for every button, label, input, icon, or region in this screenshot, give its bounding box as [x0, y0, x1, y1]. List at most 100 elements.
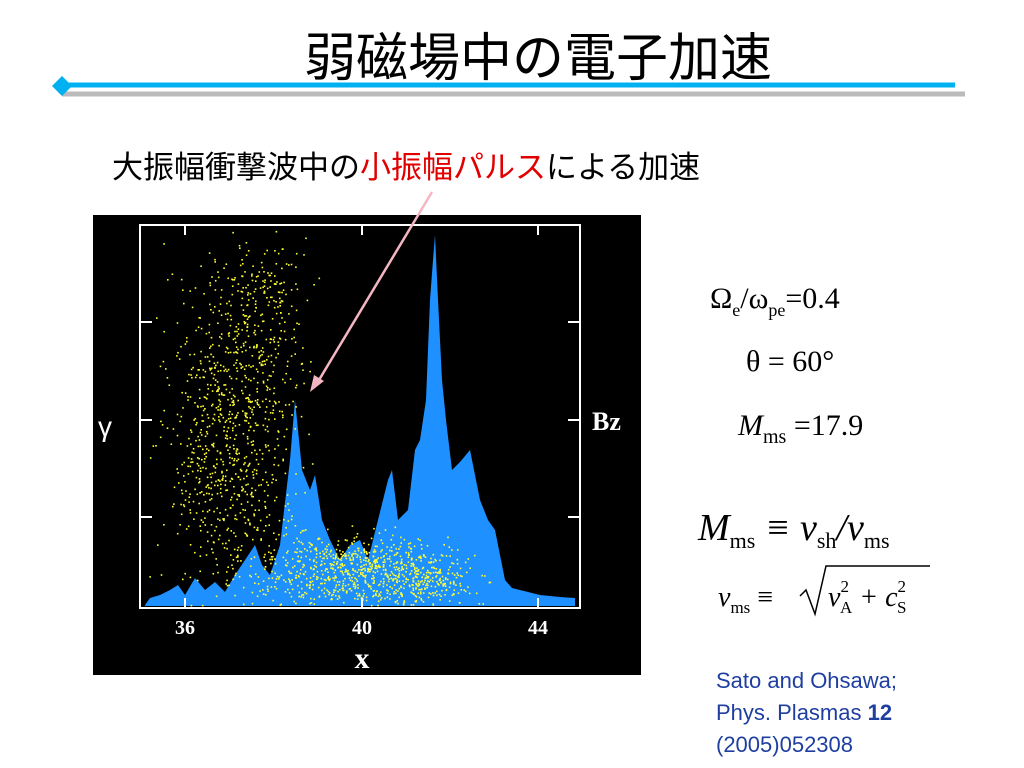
scatter-dot	[219, 519, 221, 522]
scatter-dot	[435, 560, 437, 562]
scatter-dot	[279, 283, 281, 285]
scatter-dot	[350, 590, 353, 592]
scatter-dot	[397, 568, 399, 571]
scatter-dot	[191, 376, 193, 379]
scatter-dot	[398, 596, 400, 599]
scatter-dot	[464, 561, 467, 564]
scatter-dot	[198, 388, 201, 391]
scatter-dot	[290, 305, 293, 308]
scatter-dot	[235, 377, 238, 380]
scatter-dot	[326, 545, 328, 548]
scatter-dot	[242, 392, 244, 395]
scatter-dot	[420, 544, 423, 546]
scatter-dot	[268, 449, 270, 452]
scatter-dot	[389, 598, 391, 600]
scatter-dot	[208, 360, 211, 363]
scatter-dot	[199, 570, 201, 573]
scatter-dot	[435, 590, 438, 593]
scatter-dot	[342, 565, 344, 567]
scatter-dot	[279, 301, 282, 304]
scatter-dot	[382, 582, 385, 585]
scatter-dot	[262, 479, 264, 481]
scatter-dot	[195, 512, 198, 514]
scatter-dot	[168, 384, 171, 386]
scatter-dot	[190, 461, 192, 464]
scatter-dot	[457, 574, 459, 576]
scatter-dot	[398, 548, 400, 550]
scatter-dot	[205, 332, 208, 335]
scatter-dot	[344, 553, 346, 555]
scatter-dot	[429, 579, 432, 581]
scatter-dot	[217, 276, 220, 279]
scatter-dot	[241, 389, 243, 392]
scatter-dot	[432, 566, 435, 569]
scatter-dot	[382, 561, 384, 563]
symbol: /v	[834, 507, 864, 549]
scatter-dot	[252, 495, 254, 498]
scatter-dot	[301, 594, 303, 596]
scatter-dot	[247, 518, 249, 521]
scatter-dot	[300, 581, 303, 583]
scatter-dot	[385, 569, 387, 572]
scatter-dot	[252, 265, 254, 267]
scatter-dot	[266, 588, 269, 590]
scatter-dot	[232, 404, 234, 407]
scatter-dot	[264, 279, 266, 281]
scatter-dot	[198, 439, 201, 441]
scatter-dot	[180, 345, 182, 348]
scatter-dot	[451, 549, 453, 551]
scatter-dot	[284, 564, 287, 566]
scatter-dot	[385, 553, 388, 555]
scatter-dot	[420, 592, 422, 595]
scatter-dot	[206, 397, 208, 400]
scatter-dot	[401, 566, 403, 568]
scatter-dot	[289, 580, 291, 582]
scatter-dot	[262, 589, 264, 591]
scatter-dot	[203, 494, 205, 496]
scatter-dot	[266, 249, 268, 252]
scatter-dot	[353, 540, 355, 543]
scatter-dot	[218, 416, 220, 418]
scatter-dot	[231, 457, 233, 460]
scatter-dot	[184, 572, 186, 575]
scatter-dot	[353, 537, 356, 539]
scatter-dot	[225, 542, 227, 545]
scatter-dot	[374, 567, 376, 569]
scatter-dot	[382, 569, 385, 571]
scatter-dot	[194, 551, 196, 554]
scatter-dot	[342, 587, 344, 589]
scatter-dot	[315, 556, 318, 559]
scatter-dot	[442, 585, 444, 587]
scatter-dot	[417, 538, 420, 540]
scatter-dot	[363, 551, 366, 554]
scatter-dot	[280, 312, 282, 314]
scatter-dot	[243, 344, 245, 347]
scatter-dot	[229, 404, 231, 406]
scatter-dot	[432, 571, 435, 574]
scatter-dot	[249, 293, 252, 295]
scatter-dot	[223, 430, 225, 432]
scatter-dot	[335, 584, 338, 586]
scatter-dot	[219, 303, 222, 305]
scatter-dot	[453, 583, 455, 585]
scatter-dot	[220, 392, 223, 394]
scatter-dot	[436, 572, 439, 574]
scatter-dot	[212, 356, 215, 358]
scatter-dot	[288, 509, 290, 511]
scatter-dot	[190, 604, 193, 607]
scatter-dot	[222, 518, 224, 520]
scatter-dot	[412, 587, 414, 590]
scatter-dot	[209, 282, 211, 284]
scatter-dot	[278, 519, 281, 522]
scatter-dot	[208, 509, 211, 511]
scatter-dot	[229, 480, 232, 483]
scatter-dot	[241, 380, 243, 383]
scatter-dot	[260, 484, 262, 486]
scatter-dot	[243, 603, 245, 606]
scatter-dot	[259, 354, 262, 357]
scatter-dot	[313, 573, 316, 575]
scatter-dot	[420, 588, 422, 591]
scatter-dot	[253, 331, 255, 334]
scatter-dot	[181, 463, 183, 466]
scatter-dot	[210, 384, 212, 386]
